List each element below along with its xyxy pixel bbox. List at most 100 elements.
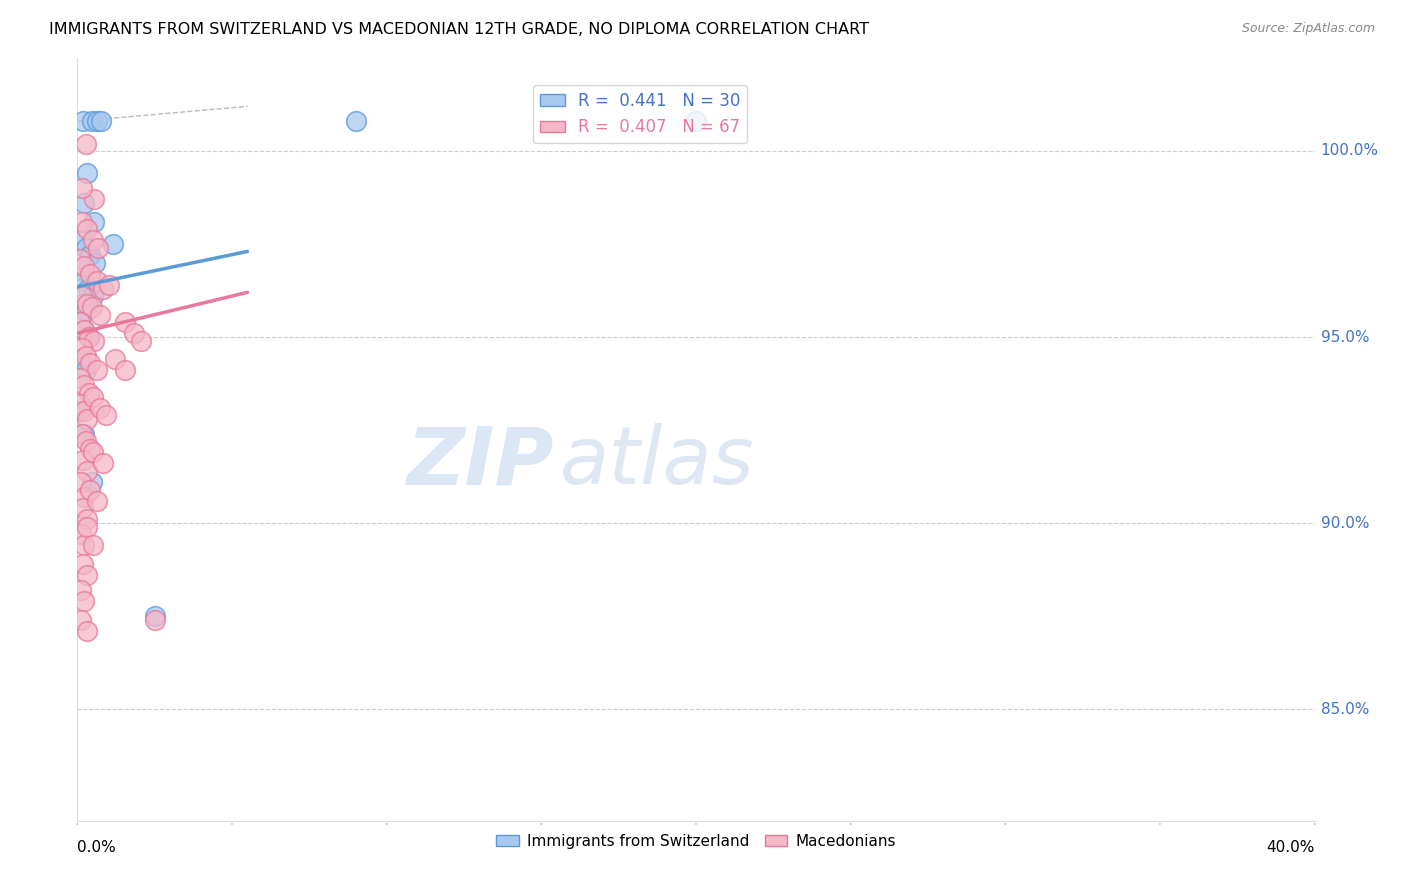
Point bbox=[86, 493, 108, 508]
Point bbox=[101, 237, 124, 252]
Point bbox=[79, 267, 101, 281]
Text: 40.0%: 40.0% bbox=[1267, 839, 1315, 855]
Point bbox=[69, 397, 91, 411]
Point bbox=[83, 215, 105, 229]
Point bbox=[72, 114, 94, 128]
Point bbox=[91, 282, 114, 296]
Point bbox=[76, 464, 98, 478]
Point bbox=[73, 490, 96, 504]
Point bbox=[90, 114, 112, 128]
Point bbox=[82, 300, 104, 314]
Point bbox=[86, 274, 108, 288]
Point bbox=[70, 296, 93, 310]
Text: ZIP: ZIP bbox=[406, 423, 554, 501]
Point bbox=[143, 613, 166, 627]
Text: atlas: atlas bbox=[560, 423, 755, 501]
Point bbox=[70, 613, 93, 627]
Point bbox=[344, 114, 367, 128]
Text: 100.0%: 100.0% bbox=[1320, 144, 1379, 159]
Point bbox=[89, 308, 111, 322]
Point bbox=[72, 557, 94, 571]
Point bbox=[129, 334, 152, 348]
Point bbox=[76, 520, 98, 534]
Point bbox=[69, 371, 91, 385]
Point bbox=[73, 322, 96, 336]
Point bbox=[70, 289, 93, 303]
Legend: Immigrants from Switzerland, Macedonians: Immigrants from Switzerland, Macedonians bbox=[491, 828, 901, 855]
Point bbox=[73, 404, 96, 418]
Point bbox=[82, 475, 104, 489]
Point bbox=[97, 277, 120, 292]
Point bbox=[72, 452, 94, 467]
Point bbox=[114, 363, 136, 377]
Point bbox=[82, 114, 104, 128]
Point bbox=[82, 538, 104, 552]
Point bbox=[83, 334, 105, 348]
Point bbox=[70, 215, 93, 229]
Point bbox=[73, 538, 96, 552]
Point bbox=[75, 304, 97, 318]
Point bbox=[70, 426, 93, 441]
Point bbox=[76, 296, 98, 310]
Point bbox=[75, 241, 97, 255]
Point bbox=[79, 442, 101, 456]
Point bbox=[82, 445, 104, 459]
Point bbox=[143, 609, 166, 624]
Point bbox=[73, 274, 96, 288]
Point bbox=[114, 315, 136, 329]
Text: Source: ZipAtlas.com: Source: ZipAtlas.com bbox=[1241, 22, 1375, 36]
Point bbox=[70, 341, 93, 355]
Point bbox=[75, 434, 97, 449]
Text: IMMIGRANTS FROM SWITZERLAND VS MACEDONIAN 12TH GRADE, NO DIPLOMA CORRELATION CHA: IMMIGRANTS FROM SWITZERLAND VS MACEDONIA… bbox=[49, 22, 869, 37]
Point bbox=[84, 255, 107, 269]
Point bbox=[73, 260, 96, 274]
Point bbox=[104, 352, 127, 367]
Point bbox=[76, 412, 98, 426]
Point bbox=[70, 582, 93, 597]
Point bbox=[70, 233, 93, 247]
Point bbox=[73, 322, 96, 336]
Point bbox=[82, 289, 104, 303]
Point bbox=[77, 330, 100, 344]
Point bbox=[69, 404, 91, 418]
Point bbox=[76, 222, 98, 236]
Text: 0.0%: 0.0% bbox=[77, 839, 117, 855]
Point bbox=[69, 352, 91, 367]
Point bbox=[73, 378, 96, 392]
Text: 90.0%: 90.0% bbox=[1320, 516, 1369, 531]
Point bbox=[122, 326, 145, 341]
Point bbox=[77, 330, 100, 344]
Point bbox=[79, 356, 101, 370]
Point bbox=[77, 282, 100, 296]
Point bbox=[86, 114, 108, 128]
Point bbox=[69, 252, 91, 266]
Point bbox=[82, 233, 104, 247]
Point bbox=[72, 196, 94, 211]
Point bbox=[86, 363, 108, 377]
Point bbox=[75, 136, 97, 151]
Point bbox=[70, 181, 93, 195]
Point bbox=[69, 315, 91, 329]
Point bbox=[76, 166, 98, 180]
Point bbox=[76, 512, 98, 526]
Point bbox=[76, 624, 98, 638]
Point bbox=[73, 426, 96, 441]
Point bbox=[69, 263, 91, 277]
Point bbox=[73, 594, 96, 608]
Point bbox=[75, 349, 97, 363]
Point bbox=[94, 408, 117, 422]
Point bbox=[83, 192, 105, 206]
Point bbox=[87, 241, 110, 255]
Text: 85.0%: 85.0% bbox=[1320, 701, 1369, 716]
Point bbox=[75, 363, 97, 377]
Point bbox=[79, 248, 101, 262]
Point bbox=[70, 475, 93, 489]
Point bbox=[82, 390, 104, 404]
Text: 95.0%: 95.0% bbox=[1320, 329, 1369, 344]
Point bbox=[89, 401, 111, 415]
Point bbox=[79, 483, 101, 497]
Point bbox=[91, 457, 114, 471]
Point bbox=[77, 385, 100, 400]
Point bbox=[72, 501, 94, 516]
Point bbox=[69, 315, 91, 329]
